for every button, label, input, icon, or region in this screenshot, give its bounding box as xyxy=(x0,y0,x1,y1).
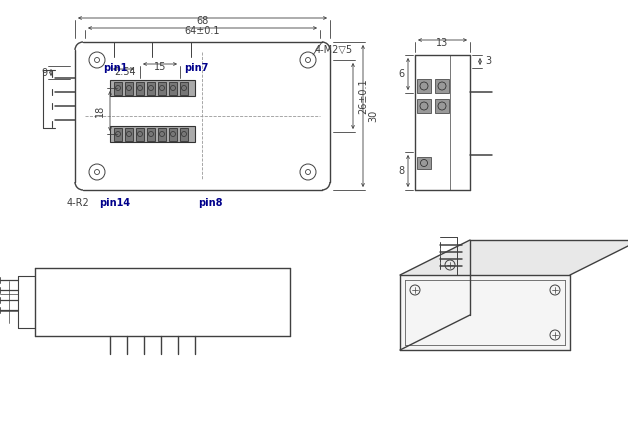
Bar xyxy=(114,81,122,94)
Bar xyxy=(125,128,133,141)
Bar xyxy=(180,128,188,141)
Bar xyxy=(114,128,122,141)
Bar xyxy=(136,128,144,141)
Text: pin14: pin14 xyxy=(99,198,131,208)
Text: 15: 15 xyxy=(154,62,166,72)
Text: 8: 8 xyxy=(399,166,405,176)
Text: 2.54: 2.54 xyxy=(115,67,136,77)
Text: pin8: pin8 xyxy=(198,198,222,208)
Bar xyxy=(110,126,195,142)
Bar xyxy=(158,81,166,94)
Bar xyxy=(435,79,449,93)
Bar xyxy=(110,80,195,96)
Bar xyxy=(147,81,155,94)
Bar xyxy=(169,128,177,141)
Bar xyxy=(435,99,449,113)
Polygon shape xyxy=(400,275,570,350)
Bar xyxy=(169,81,177,94)
Text: 30: 30 xyxy=(368,110,378,122)
Text: 64±0.1: 64±0.1 xyxy=(185,26,220,36)
Text: pin1: pin1 xyxy=(103,63,127,73)
Bar xyxy=(125,81,133,94)
Text: 18: 18 xyxy=(95,105,105,117)
Text: 13: 13 xyxy=(436,38,448,48)
Bar xyxy=(147,128,155,141)
Bar xyxy=(417,157,431,169)
Bar xyxy=(136,81,144,94)
Text: 26±0.1: 26±0.1 xyxy=(358,78,368,114)
Text: 9: 9 xyxy=(42,68,48,77)
Text: 4-R2: 4-R2 xyxy=(67,198,90,208)
Bar xyxy=(417,79,431,93)
Text: 6: 6 xyxy=(399,69,405,79)
Bar xyxy=(180,81,188,94)
Polygon shape xyxy=(400,240,628,275)
Polygon shape xyxy=(400,240,470,350)
Text: 68: 68 xyxy=(197,16,208,26)
Text: 3: 3 xyxy=(485,57,491,66)
Text: 4-M2▽5: 4-M2▽5 xyxy=(315,45,353,55)
Bar xyxy=(417,99,431,113)
Text: pin7: pin7 xyxy=(184,63,208,73)
Bar xyxy=(158,128,166,141)
